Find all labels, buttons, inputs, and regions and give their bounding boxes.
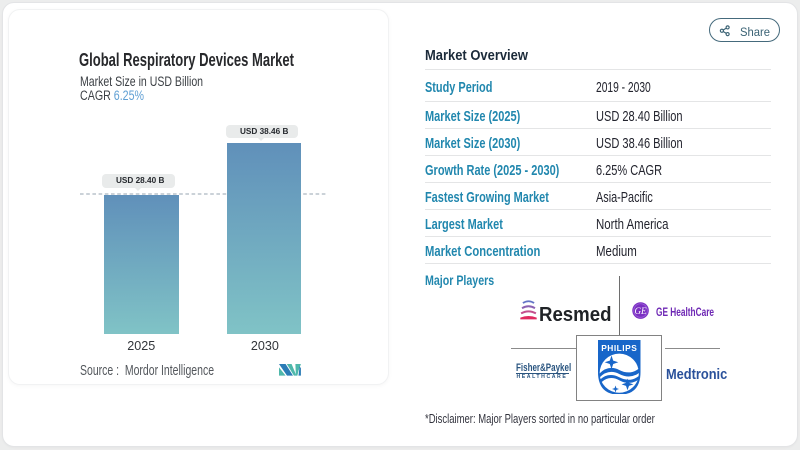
svg-text:PHILIPS: PHILIPS <box>602 343 638 353</box>
svg-text:GE: GE <box>635 306 648 316</box>
